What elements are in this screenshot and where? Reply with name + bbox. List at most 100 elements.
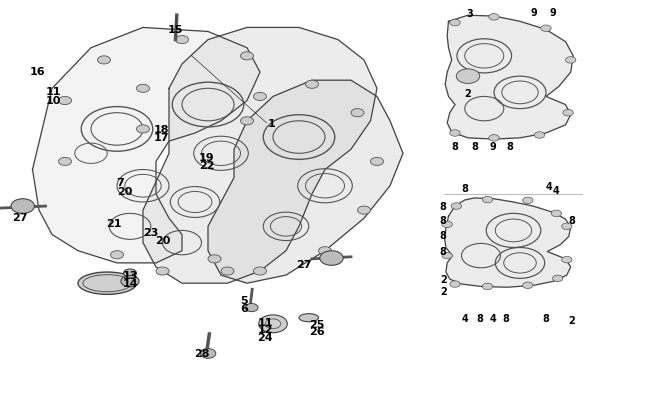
Text: 8: 8 — [440, 246, 447, 256]
Circle shape — [442, 222, 452, 228]
Text: 4: 4 — [552, 185, 559, 195]
Circle shape — [245, 304, 258, 312]
Circle shape — [98, 57, 111, 65]
Circle shape — [523, 198, 533, 204]
Circle shape — [259, 315, 287, 333]
Text: 27: 27 — [12, 213, 27, 223]
Text: 8: 8 — [543, 313, 549, 323]
Text: 4: 4 — [546, 181, 552, 191]
Circle shape — [442, 253, 452, 259]
Polygon shape — [32, 28, 260, 263]
Text: 22: 22 — [199, 161, 215, 171]
Circle shape — [121, 276, 139, 287]
Text: 17: 17 — [153, 133, 169, 143]
Circle shape — [254, 93, 266, 101]
Circle shape — [534, 132, 545, 139]
Text: 8: 8 — [471, 142, 478, 151]
Text: 9: 9 — [549, 8, 556, 18]
Text: 16: 16 — [30, 67, 46, 77]
Text: 8: 8 — [569, 216, 575, 226]
Circle shape — [306, 81, 318, 89]
Circle shape — [254, 267, 266, 275]
Circle shape — [176, 36, 188, 45]
Circle shape — [320, 251, 343, 266]
Text: 12: 12 — [257, 324, 273, 334]
Circle shape — [450, 281, 460, 288]
Circle shape — [566, 58, 576, 64]
Circle shape — [562, 224, 572, 230]
Circle shape — [489, 135, 499, 142]
Ellipse shape — [78, 273, 136, 295]
Text: 9: 9 — [531, 8, 538, 18]
Text: 11: 11 — [46, 87, 61, 97]
Text: 2: 2 — [465, 89, 471, 99]
Text: 8: 8 — [502, 313, 509, 323]
Text: 8: 8 — [462, 183, 468, 193]
Text: 2: 2 — [569, 315, 575, 325]
Circle shape — [200, 349, 216, 358]
Text: 20: 20 — [117, 186, 133, 196]
Circle shape — [562, 257, 572, 263]
Text: 14: 14 — [122, 279, 138, 288]
Text: 24: 24 — [257, 332, 273, 342]
Circle shape — [552, 275, 563, 282]
Text: 27: 27 — [296, 259, 312, 269]
Text: 7: 7 — [116, 177, 124, 187]
Text: 3: 3 — [466, 9, 473, 19]
Polygon shape — [208, 81, 403, 284]
Circle shape — [11, 199, 34, 214]
Text: 20: 20 — [155, 236, 170, 245]
Circle shape — [111, 251, 124, 259]
Text: 19: 19 — [199, 153, 215, 163]
Circle shape — [240, 117, 254, 126]
Text: 6: 6 — [240, 304, 248, 313]
Text: 4: 4 — [489, 313, 496, 323]
Text: 11: 11 — [257, 317, 273, 327]
Text: 23: 23 — [143, 228, 159, 238]
Circle shape — [136, 126, 150, 134]
Circle shape — [456, 70, 480, 84]
Circle shape — [450, 20, 460, 27]
Text: 10: 10 — [46, 96, 61, 105]
Circle shape — [351, 109, 364, 117]
Text: 8: 8 — [440, 216, 447, 226]
Circle shape — [156, 267, 169, 275]
Text: 4: 4 — [462, 313, 468, 323]
Circle shape — [124, 269, 136, 277]
Text: 13: 13 — [122, 271, 138, 280]
Text: 8: 8 — [476, 313, 483, 323]
Text: 15: 15 — [168, 26, 183, 35]
Circle shape — [451, 203, 462, 210]
Circle shape — [482, 197, 493, 203]
Circle shape — [563, 110, 573, 117]
Text: 8: 8 — [506, 142, 513, 151]
Circle shape — [136, 85, 150, 93]
Circle shape — [208, 255, 221, 263]
Polygon shape — [143, 28, 377, 283]
Circle shape — [489, 15, 499, 21]
Text: 25: 25 — [309, 319, 325, 329]
Circle shape — [58, 158, 72, 166]
Circle shape — [221, 267, 234, 275]
Text: 1: 1 — [268, 119, 276, 128]
Text: 26: 26 — [309, 326, 325, 336]
Circle shape — [450, 130, 460, 137]
Circle shape — [58, 97, 72, 105]
Text: 21: 21 — [106, 219, 122, 228]
Circle shape — [318, 247, 332, 255]
Circle shape — [240, 53, 254, 61]
Circle shape — [370, 158, 383, 166]
Polygon shape — [445, 16, 573, 140]
Circle shape — [541, 26, 551, 32]
Ellipse shape — [299, 314, 318, 322]
Circle shape — [523, 282, 533, 289]
Circle shape — [358, 207, 370, 215]
Text: 28: 28 — [194, 348, 209, 358]
Text: 8: 8 — [440, 231, 447, 241]
Text: 8: 8 — [440, 202, 447, 211]
Text: 5: 5 — [240, 296, 248, 305]
Text: 2: 2 — [440, 275, 447, 284]
Polygon shape — [445, 198, 571, 288]
Text: 2: 2 — [440, 287, 447, 296]
Text: 18: 18 — [153, 125, 169, 134]
